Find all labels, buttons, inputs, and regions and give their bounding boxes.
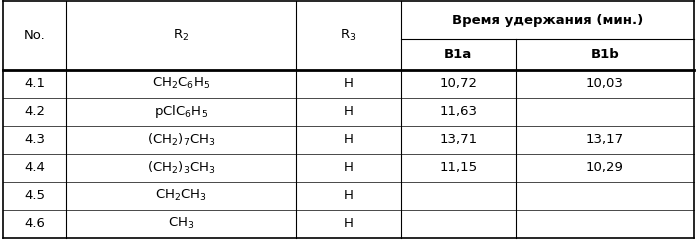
- Text: H: H: [344, 189, 353, 202]
- Text: 13,17: 13,17: [585, 133, 624, 146]
- Text: CH$_2$C$_6$H$_5$: CH$_2$C$_6$H$_5$: [152, 76, 210, 91]
- Text: H: H: [344, 217, 353, 230]
- Text: 11,63: 11,63: [439, 105, 477, 118]
- Text: CH$_3$: CH$_3$: [168, 216, 194, 231]
- Text: 13,71: 13,71: [439, 133, 477, 146]
- Text: R$_2$: R$_2$: [173, 28, 190, 43]
- Text: 10,29: 10,29: [585, 161, 624, 174]
- Text: 10,03: 10,03: [585, 77, 624, 90]
- Text: No.: No.: [24, 29, 46, 42]
- Text: H: H: [344, 133, 353, 146]
- Text: p$\mathregular{Cl}$C$_6$H$_5$: p$\mathregular{Cl}$C$_6$H$_5$: [154, 103, 208, 120]
- Text: 4.5: 4.5: [24, 189, 45, 202]
- Text: 4.4: 4.4: [24, 161, 45, 174]
- Text: H: H: [344, 105, 353, 118]
- Text: 4.3: 4.3: [24, 133, 45, 146]
- Text: B1b: B1b: [590, 48, 619, 61]
- Text: 4.6: 4.6: [24, 217, 45, 230]
- Text: 4.1: 4.1: [24, 77, 45, 90]
- Text: 11,15: 11,15: [439, 161, 477, 174]
- Text: Время удержания (мин.): Время удержания (мин.): [452, 14, 643, 27]
- Text: H: H: [344, 161, 353, 174]
- Text: CH$_2$CH$_3$: CH$_2$CH$_3$: [155, 188, 207, 203]
- Text: (CH$_2$)$_3$CH$_3$: (CH$_2$)$_3$CH$_3$: [147, 160, 215, 176]
- Text: (CH$_2$)$_7$CH$_3$: (CH$_2$)$_7$CH$_3$: [147, 132, 215, 148]
- Text: H: H: [344, 77, 353, 90]
- Text: B1a: B1a: [444, 48, 473, 61]
- Text: 10,72: 10,72: [439, 77, 477, 90]
- Text: 4.2: 4.2: [24, 105, 45, 118]
- Text: R$_3$: R$_3$: [340, 28, 357, 43]
